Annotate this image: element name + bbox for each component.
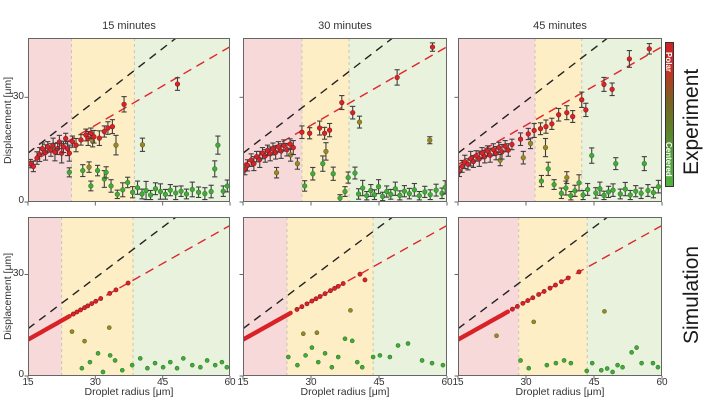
x-tick-label: 45 [588, 377, 600, 388]
y-axis-label-simulation: Displacement [μm] [2, 252, 14, 341]
plot-canvas-experiment-30min [239, 38, 448, 206]
x-axis-label-15min: Droplet radius [μm] [84, 386, 174, 398]
column-title-30min: 30 minutes [318, 20, 372, 32]
x-tick-label: 60 [656, 377, 668, 388]
x-tick-label: 30 [89, 377, 101, 388]
plot-simulation-15min [24, 217, 231, 380]
x-tick-label: 15 [237, 377, 249, 388]
plot-canvas-simulation-45min [454, 217, 663, 380]
y-tick-label: 0 [18, 195, 24, 206]
colorbar-polar-label: Polar [664, 51, 673, 72]
y-tick-label: 0 [18, 369, 24, 380]
x-tick-label: 45 [373, 377, 385, 388]
plot-experiment-45min [454, 38, 663, 206]
x-tick-label: 45 [157, 377, 169, 388]
column-title-15min: 15 minutes [102, 20, 156, 32]
plot-experiment-15min [24, 38, 231, 206]
x-tick-label: 30 [305, 377, 317, 388]
x-tick-label: 15 [452, 377, 464, 388]
y-axis-label-experiment: Displacement [μm] [2, 76, 14, 164]
plot-simulation-45min [454, 217, 663, 380]
row-label-simulation: Simulation [680, 245, 703, 344]
x-tick-label: 60 [224, 377, 236, 388]
plot-canvas-experiment-15min [24, 38, 231, 206]
plot-simulation-30min [239, 217, 448, 380]
plot-canvas-experiment-45min [454, 38, 663, 206]
x-tick-label: 30 [520, 377, 532, 388]
x-axis-label-45min: Droplet radius [μm] [515, 386, 605, 398]
plot-experiment-30min [239, 38, 448, 206]
colorbar-centered-label: Centered [664, 141, 673, 177]
x-tick-label: 15 [22, 377, 34, 388]
plot-canvas-simulation-30min [239, 217, 448, 380]
plot-canvas-simulation-15min [24, 217, 231, 380]
y-tick-label: 30 [12, 91, 24, 102]
y-tick-label: 30 [12, 268, 24, 279]
column-title-45min: 45 minutes [533, 20, 587, 32]
x-axis-label-30min: Droplet radius [μm] [300, 386, 390, 398]
row-label-experiment: Experiment [680, 68, 703, 176]
x-tick-label: 60 [441, 377, 453, 388]
polarity-colorbar: Polar Centered [664, 42, 674, 187]
